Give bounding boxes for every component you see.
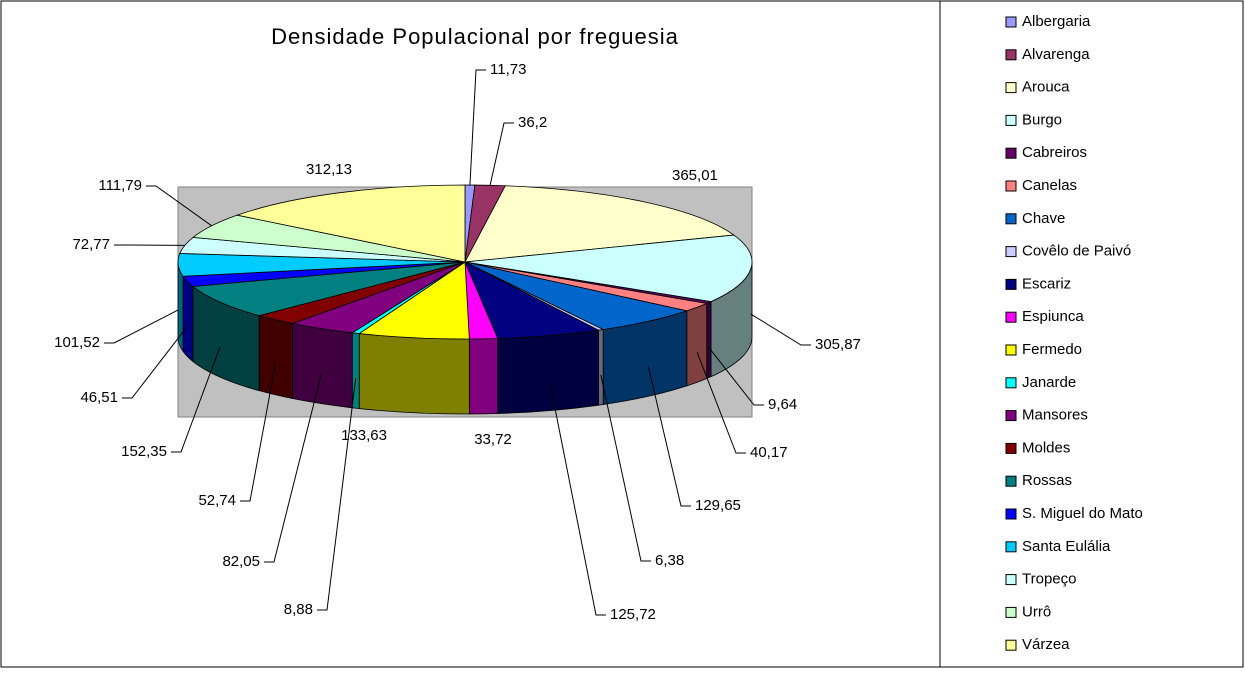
data-label: 305,87 [815,336,861,353]
legend-label: Burgo [1022,111,1062,128]
data-label: 125,72 [610,606,656,623]
legend-swatch [1006,279,1016,289]
data-label: 365,01 [672,167,718,184]
legend-label: Janarde [1022,374,1076,391]
legend-swatch [1006,575,1016,585]
data-label: 9,64 [768,396,797,413]
pie-slice-side [359,334,469,414]
legend-label: Cabreiros [1022,144,1087,161]
legend-label: Alvarenga [1022,46,1090,63]
legend-swatch [1006,443,1016,453]
legend-swatch [1006,115,1016,125]
legend-label: Covêlo de Paivó [1022,243,1131,260]
data-label: 36,2 [518,114,547,131]
legend-label: Santa Eulália [1022,538,1111,555]
legend-swatch [1006,476,1016,486]
legend-label: Albergaria [1022,13,1091,30]
pie-slice-side [183,276,193,361]
legend-swatch [1006,378,1016,388]
legend-label: Arouca [1022,79,1070,96]
legend-swatch [1006,312,1016,322]
pie-slice-side [469,338,497,413]
pie-slice-side [293,324,353,408]
data-label: 312,13 [306,161,352,178]
legend-label: Várzea [1022,636,1070,653]
data-label: 6,38 [655,552,684,569]
legend-swatch [1006,542,1016,552]
legend-label: Escariz [1022,275,1071,292]
legend-label: Mansores [1022,407,1088,424]
legend-swatch [1006,214,1016,224]
pie-slice-side [259,316,292,399]
legend-swatch [1006,83,1016,93]
data-label: 129,65 [695,497,741,514]
legend-label: Urrô [1022,603,1051,620]
legend-label: Espiunca [1022,308,1084,325]
pie-slice-side [707,302,711,379]
pie-slice-side [498,330,599,413]
data-label: 101,52 [54,334,100,351]
legend-label: Fermedo [1022,341,1082,358]
legend-swatch [1006,148,1016,158]
legend-swatch [1006,640,1016,650]
data-label: 152,35 [121,443,167,460]
legend-swatch [1006,247,1016,257]
legend-label: S. Miguel do Mato [1022,505,1143,522]
legend-label: Canelas [1022,177,1077,194]
pie-slice-side [598,329,603,405]
pie-tops [178,185,752,339]
data-label: 40,17 [750,444,788,461]
legend-swatch [1006,345,1016,355]
legend-box [940,1,1243,667]
legend-label: Tropeço [1022,571,1076,588]
legend-label: Moldes [1022,439,1070,456]
legend-label: Chave [1022,210,1065,227]
legend-swatch [1006,509,1016,519]
legend-swatch [1006,17,1016,27]
data-label: 33,72 [474,431,512,448]
legend-swatch [1006,50,1016,60]
legend-label: Rossas [1022,472,1072,489]
data-label: 52,74 [198,492,236,509]
legend-swatch [1006,181,1016,191]
legend-swatch [1006,607,1016,617]
pie-slice-side [687,304,707,386]
data-label: 111,79 [98,177,142,194]
data-label: 46,51 [80,389,118,406]
data-label: 11,73 [490,61,526,78]
data-label: 82,05 [222,553,260,570]
data-label: 8,88 [284,601,313,618]
data-label: 72,77 [72,236,110,253]
chart-title: Densidade Populacional por freguesia [271,24,679,49]
legend-swatch [1006,411,1016,421]
